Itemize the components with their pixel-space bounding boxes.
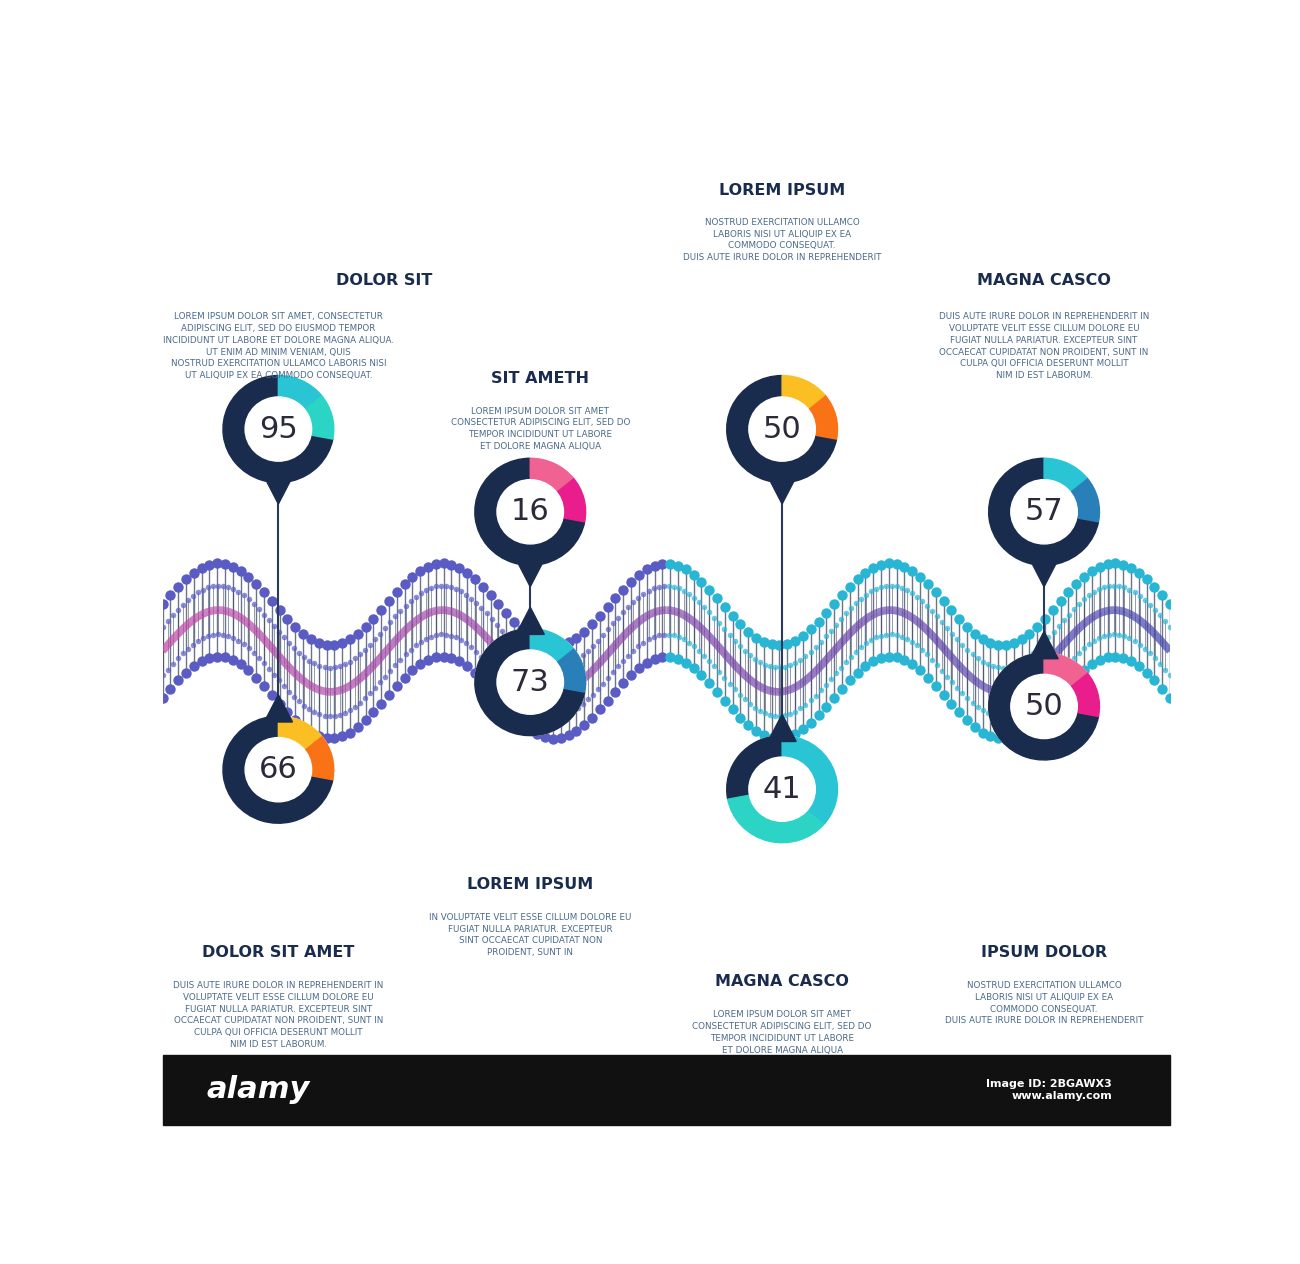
Text: 41: 41	[763, 775, 802, 804]
Wedge shape	[1044, 459, 1087, 492]
Wedge shape	[556, 478, 585, 522]
Wedge shape	[727, 736, 783, 799]
Text: LOREM IPSUM DOLOR SIT AMET
CONSECTETUR ADIPISCING ELIT, SED DO
TEMPOR INCIDIDUNT: LOREM IPSUM DOLOR SIT AMET CONSECTETUR A…	[451, 407, 630, 451]
Text: LOREM IPSUM: LOREM IPSUM	[719, 183, 845, 198]
Text: MAGNA CASCO: MAGNA CASCO	[715, 975, 849, 990]
Wedge shape	[278, 375, 321, 408]
Wedge shape	[304, 736, 334, 780]
Polygon shape	[1030, 632, 1058, 659]
Wedge shape	[989, 653, 1098, 760]
Circle shape	[246, 738, 312, 801]
Wedge shape	[783, 375, 824, 408]
Circle shape	[497, 650, 563, 714]
Circle shape	[727, 736, 837, 843]
Circle shape	[749, 757, 815, 822]
Wedge shape	[530, 628, 573, 661]
Text: DOLOR SIT AMET: DOLOR SIT AMET	[203, 945, 355, 959]
Text: 50: 50	[763, 415, 802, 444]
Polygon shape	[1030, 560, 1058, 586]
Wedge shape	[1044, 653, 1087, 686]
Circle shape	[246, 397, 312, 461]
Circle shape	[749, 397, 815, 461]
Polygon shape	[768, 477, 796, 504]
Circle shape	[224, 375, 334, 483]
Text: DOLOR SIT: DOLOR SIT	[335, 273, 433, 288]
Text: alamy: alamy	[207, 1076, 309, 1105]
Text: LOREM IPSUM DOLOR SIT AMET
CONSECTETUR ADIPISCING ELIT, SED DO
TEMPOR INCIDIDUNT: LOREM IPSUM DOLOR SIT AMET CONSECTETUR A…	[693, 1010, 872, 1054]
Wedge shape	[474, 628, 585, 736]
Text: LOREM IPSUM: LOREM IPSUM	[467, 877, 593, 892]
Wedge shape	[728, 795, 824, 843]
Text: NOSTRUD EXERCITATION ULLAMCO
LABORIS NISI UT ALIQUIP EX EA
COMMODO CONSEQUAT.
DU: NOSTRUD EXERCITATION ULLAMCO LABORIS NIS…	[945, 981, 1143, 1025]
Wedge shape	[530, 459, 573, 492]
Circle shape	[474, 628, 585, 736]
Wedge shape	[224, 375, 333, 483]
Text: 95: 95	[259, 415, 298, 444]
Circle shape	[1011, 479, 1078, 544]
Wedge shape	[556, 648, 585, 693]
Text: IN VOLUPTATE VELIT ESSE CILLUM DOLORE EU
FUGIAT NULLA PARIATUR. EXCEPTEUR
SINT O: IN VOLUPTATE VELIT ESSE CILLUM DOLORE EU…	[429, 913, 632, 957]
Wedge shape	[989, 459, 1098, 565]
Text: 57: 57	[1024, 497, 1063, 526]
Text: 66: 66	[259, 755, 298, 784]
Bar	[162, 1055, 1170, 1125]
Text: Image ID: 2BGAWX3
www.alamy.com: Image ID: 2BGAWX3 www.alamy.com	[987, 1079, 1112, 1101]
Circle shape	[1011, 674, 1078, 738]
Text: IPSUM DOLOR: IPSUM DOLOR	[982, 945, 1108, 959]
Text: SIT AMETH: SIT AMETH	[491, 370, 589, 386]
Wedge shape	[807, 394, 837, 439]
Text: MAGNA CASCO: MAGNA CASCO	[978, 273, 1112, 288]
Wedge shape	[1070, 478, 1100, 522]
Text: LOREM IPSUM DOLOR SIT AMET, CONSECTETUR
ADIPISCING ELIT, SED DO EIUSMOD TEMPOR
I: LOREM IPSUM DOLOR SIT AMET, CONSECTETUR …	[162, 312, 394, 380]
Text: NOSTRUD EXERCITATION ULLAMCO
LABORIS NISI UT ALIQUIP EX EA
COMMODO CONSEQUAT.
DU: NOSTRUD EXERCITATION ULLAMCO LABORIS NIS…	[682, 217, 881, 262]
Circle shape	[988, 459, 1100, 565]
Wedge shape	[278, 717, 321, 750]
Polygon shape	[768, 714, 796, 742]
Polygon shape	[516, 607, 545, 635]
Polygon shape	[516, 560, 545, 586]
Circle shape	[474, 459, 585, 565]
Wedge shape	[783, 736, 837, 823]
Circle shape	[224, 717, 334, 823]
Polygon shape	[264, 477, 292, 504]
Wedge shape	[1070, 672, 1100, 717]
Text: 16: 16	[511, 497, 550, 526]
Text: DUIS AUTE IRURE DOLOR IN REPREHENDERIT IN
VOLUPTATE VELIT ESSE CILLUM DOLORE EU
: DUIS AUTE IRURE DOLOR IN REPREHENDERIT I…	[939, 312, 1149, 380]
Text: 73: 73	[511, 667, 550, 696]
Wedge shape	[224, 717, 333, 823]
Polygon shape	[264, 695, 292, 722]
Text: DUIS AUTE IRURE DOLOR IN REPREHENDERIT IN
VOLUPTATE VELIT ESSE CILLUM DOLORE EU
: DUIS AUTE IRURE DOLOR IN REPREHENDERIT I…	[173, 981, 384, 1049]
Circle shape	[727, 375, 837, 483]
Text: 50: 50	[1024, 691, 1063, 720]
Circle shape	[497, 479, 563, 544]
Wedge shape	[474, 459, 585, 565]
Circle shape	[988, 653, 1100, 760]
Wedge shape	[304, 394, 334, 439]
Wedge shape	[727, 375, 836, 483]
